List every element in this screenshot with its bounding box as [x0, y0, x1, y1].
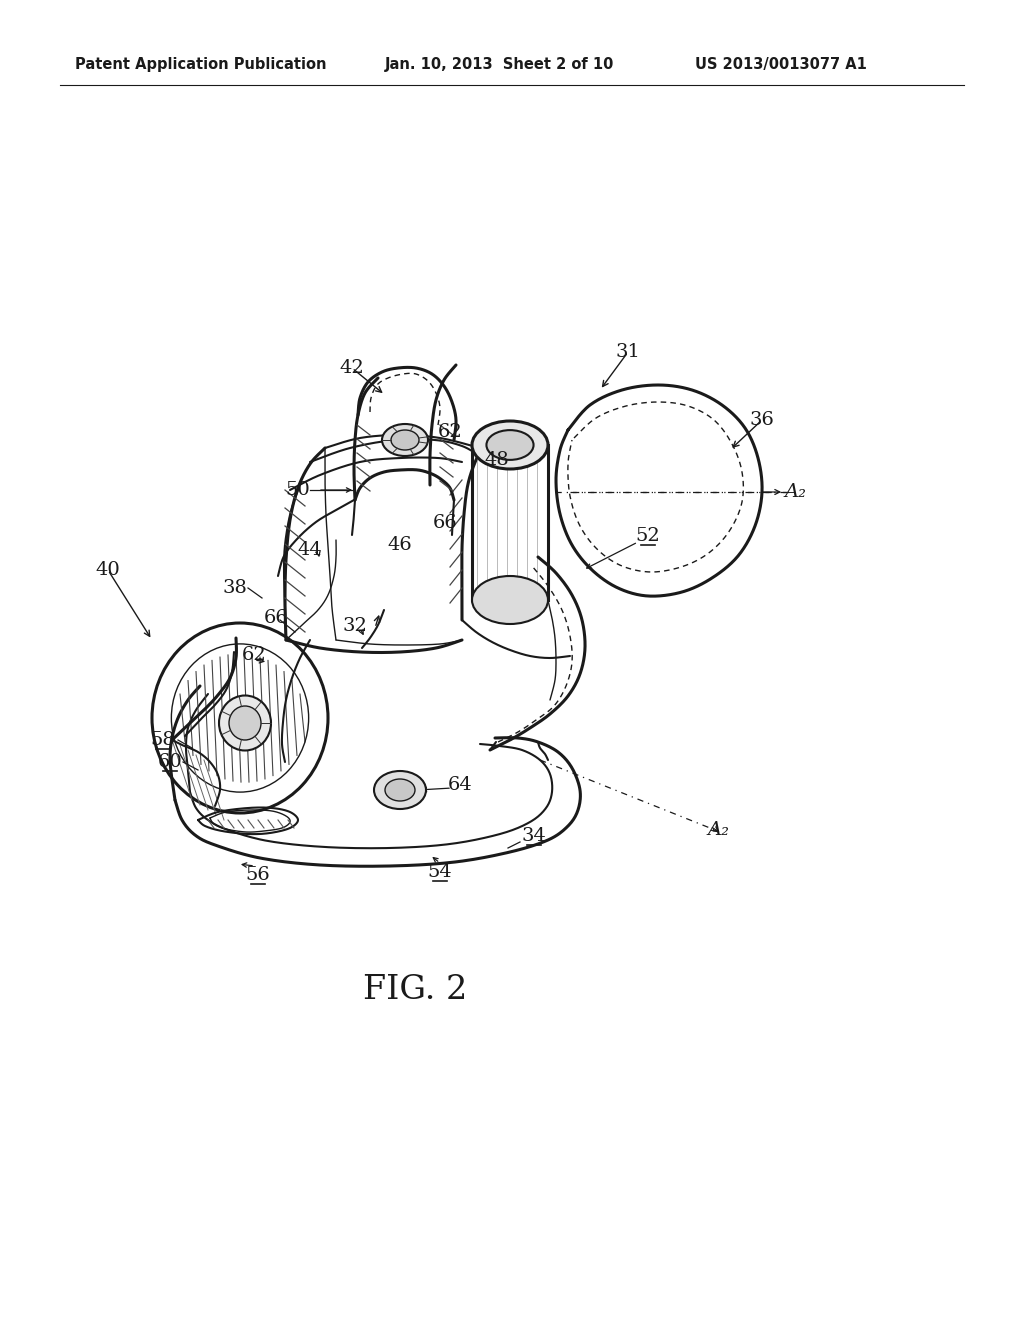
- Ellipse shape: [472, 421, 548, 469]
- Text: 48: 48: [484, 451, 509, 469]
- Text: 44: 44: [298, 541, 323, 558]
- Text: A₂: A₂: [784, 483, 806, 502]
- Ellipse shape: [391, 430, 419, 450]
- Text: Jan. 10, 2013  Sheet 2 of 10: Jan. 10, 2013 Sheet 2 of 10: [385, 57, 614, 73]
- Text: 64: 64: [447, 776, 472, 795]
- Ellipse shape: [219, 696, 271, 751]
- Text: 46: 46: [388, 536, 413, 554]
- Text: 40: 40: [95, 561, 121, 579]
- Text: Patent Application Publication: Patent Application Publication: [75, 57, 327, 73]
- Text: 54: 54: [428, 863, 453, 880]
- Ellipse shape: [374, 771, 426, 809]
- Text: 66: 66: [263, 609, 289, 627]
- Ellipse shape: [472, 576, 548, 624]
- Text: 62: 62: [437, 422, 463, 441]
- Text: 62: 62: [242, 645, 266, 664]
- Text: 58: 58: [151, 731, 175, 748]
- Text: 52: 52: [636, 527, 660, 545]
- Text: 42: 42: [340, 359, 365, 378]
- Text: FIG. 2: FIG. 2: [362, 974, 467, 1006]
- Text: 56: 56: [246, 866, 270, 884]
- Text: 31: 31: [615, 343, 640, 360]
- Text: 38: 38: [222, 579, 248, 597]
- Text: A₂: A₂: [707, 821, 729, 840]
- Ellipse shape: [385, 779, 415, 801]
- Ellipse shape: [229, 706, 261, 741]
- Text: 34: 34: [521, 828, 547, 845]
- Ellipse shape: [382, 424, 428, 455]
- Text: 66: 66: [432, 513, 458, 532]
- Text: 32: 32: [343, 616, 368, 635]
- Text: US 2013/0013077 A1: US 2013/0013077 A1: [695, 57, 867, 73]
- Text: 36: 36: [750, 411, 774, 429]
- Text: 60: 60: [158, 752, 182, 771]
- Ellipse shape: [486, 430, 534, 459]
- Text: 50: 50: [286, 480, 310, 499]
